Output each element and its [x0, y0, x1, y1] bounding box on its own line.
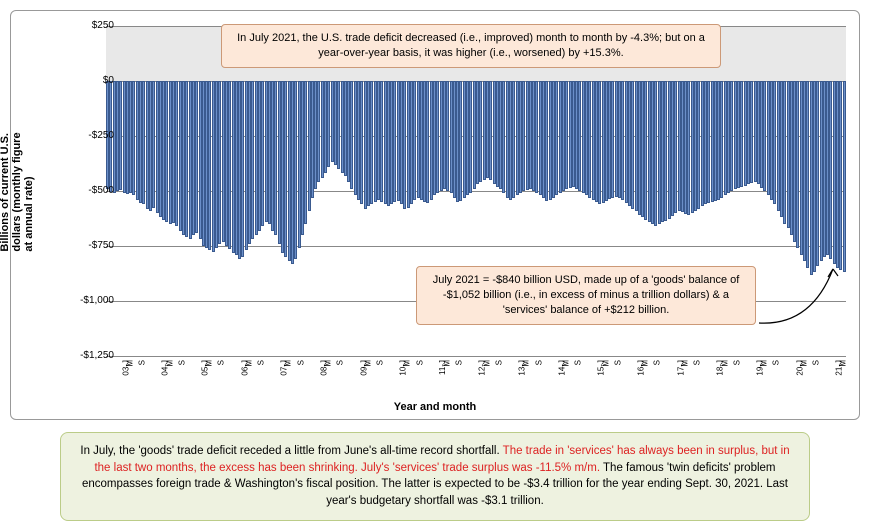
x-tick-label: M [443, 360, 452, 367]
x-tick-label: M [681, 360, 690, 367]
x-tick-label: S [177, 360, 186, 365]
callout-bottom: July 2021 = -$840 billion USD, made up o… [416, 266, 756, 325]
x-tick-label: S [455, 360, 464, 365]
x-tick-label: S [573, 360, 582, 365]
x-tick-label: S [336, 360, 345, 365]
x-tick-label: S [534, 360, 543, 365]
x-tick-label: M [403, 360, 412, 367]
x-tick-label: S [217, 360, 226, 365]
x-tick-label: M [760, 360, 769, 367]
x-tick-label: M [601, 360, 610, 367]
y-tick-label: -$750 [64, 240, 114, 251]
x-tick-label: S [415, 360, 424, 365]
callout-top: In July 2021, the U.S. trade deficit dec… [221, 24, 721, 68]
x-tick-label: M [839, 360, 848, 367]
y-tick-label: -$250 [64, 130, 114, 141]
x-tick-label: M [641, 360, 650, 367]
y-axis-label: Billions of current U.S.dollars (monthly… [0, 133, 35, 252]
x-tick-label: S [494, 360, 503, 365]
x-tick-label: M [363, 360, 372, 367]
x-tick-label: M [324, 360, 333, 367]
y-tick-label: -$500 [64, 185, 114, 196]
footer-commentary: In July, the 'goods' trade deficit reced… [60, 432, 810, 521]
x-tick-label: S [772, 360, 781, 365]
x-tick-label: M [205, 360, 214, 367]
x-tick-label: S [653, 360, 662, 365]
footer-part1: In July, the 'goods' trade deficit reced… [80, 445, 502, 457]
x-axis-label: Year and month [11, 401, 859, 413]
x-tick-label: S [296, 360, 305, 365]
bar [843, 81, 846, 272]
x-tick-label: M [799, 360, 808, 367]
x-tick-label: S [137, 360, 146, 365]
y-tick-label: -$1,250 [64, 350, 114, 361]
x-tick-label: S [732, 360, 741, 365]
x-tick-label: M [482, 360, 491, 367]
x-tick-label: S [692, 360, 701, 365]
x-tick-label: S [375, 360, 384, 365]
y-tick-label: $250 [64, 20, 114, 31]
x-tick-label: M [244, 360, 253, 367]
x-tick-label: S [256, 360, 265, 365]
x-tick-label: S [613, 360, 622, 365]
chart-container: Billions of current U.S.dollars (monthly… [10, 10, 860, 420]
x-tick-label: M [284, 360, 293, 367]
x-tick-label: M [165, 360, 174, 367]
x-tick-label: S [811, 360, 820, 365]
x-tick-label: M [562, 360, 571, 367]
x-tick-label: M [522, 360, 531, 367]
y-tick-label: $0 [64, 75, 114, 86]
x-tick-label: M [126, 360, 135, 367]
y-tick-label: -$1,000 [64, 295, 114, 306]
x-tick-label: M [720, 360, 729, 367]
